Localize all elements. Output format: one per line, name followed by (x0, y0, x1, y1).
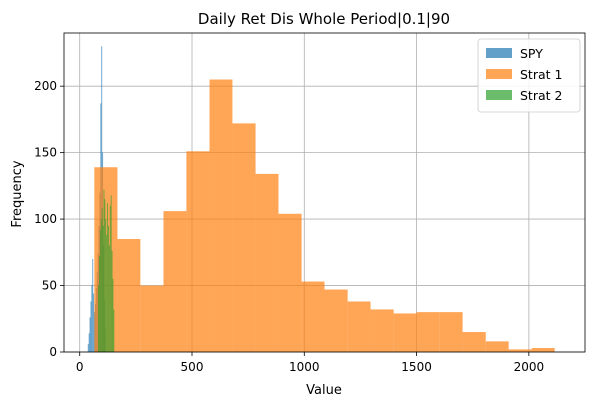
bar-strat-2 (111, 250, 113, 352)
x-tick-label: 500 (181, 360, 204, 374)
x-tick-label: 0 (76, 360, 84, 374)
bar-strat-1 (370, 309, 394, 352)
bar-strat-2 (110, 195, 112, 352)
histogram-bars (87, 46, 555, 353)
x-tick-label: 2000 (514, 360, 545, 374)
bar-strat-1 (209, 79, 233, 352)
bar-spy (89, 317, 91, 352)
bar-strat-1 (347, 301, 371, 352)
legend-swatch-spy (486, 48, 512, 58)
bar-strat-1 (163, 211, 187, 352)
bar-strat-2 (100, 219, 102, 352)
bar-strat-1 (462, 332, 486, 352)
bar-spy (93, 293, 95, 352)
x-tick-label: 1500 (401, 360, 432, 374)
bar-strat-1 (393, 313, 417, 352)
bar-strat-2 (102, 225, 104, 352)
y-axis-label: Frequency (10, 160, 25, 227)
bar-strat-2 (99, 256, 100, 352)
bar-strat-2 (99, 229, 101, 352)
bar-strat-1 (117, 239, 141, 352)
legend-swatch-strat-1 (486, 69, 512, 79)
x-tick-label: 1000 (289, 360, 320, 374)
y-tick-label: 150 (34, 146, 57, 160)
bar-strat-2 (101, 208, 103, 352)
bar-strat-1 (278, 213, 302, 352)
bar-spy (91, 285, 93, 352)
bar-strat-2 (112, 278, 114, 352)
legend: SPY Strat 1 Strat 2 (477, 38, 581, 113)
bar-strat-1 (140, 285, 164, 352)
bar-strat-2 (108, 245, 110, 352)
bar-strat-2 (113, 309, 115, 352)
bar-spy (90, 301, 92, 352)
plot-frame (63, 32, 586, 353)
bar-strat-1 (301, 281, 325, 352)
bar-strat-2 (104, 199, 106, 352)
bar-strat-2 (105, 219, 107, 352)
bar-strat-1 (324, 289, 348, 352)
y-tick-label: 0 (49, 345, 57, 359)
bar-strat-2 (103, 189, 105, 352)
bar-strat-2 (98, 285, 100, 352)
y-tick-label: 100 (34, 212, 57, 226)
y-tick-label: 200 (34, 79, 57, 93)
legend-label-strat-1: Strat 1 (520, 67, 562, 82)
bar-strat-2 (107, 203, 109, 352)
series-strat-1 (94, 79, 555, 352)
bar-strat-2 (108, 225, 109, 352)
bar-strat-1 (255, 173, 279, 352)
bar-spy (92, 258, 94, 352)
bar-strat-1 (508, 349, 532, 352)
x-axis-ticks: 0 500 1000 1500 2000 (76, 352, 544, 374)
bar-strat-1 (439, 312, 463, 352)
legend-swatch-strat-2 (486, 90, 512, 100)
bar-strat-1 (485, 341, 509, 352)
bar-strat-2 (106, 235, 108, 352)
bar-strat-1 (232, 123, 256, 352)
bar-strat-1 (416, 312, 440, 352)
bar-strat-1 (186, 151, 210, 352)
series-strat-2 (98, 189, 115, 352)
y-axis-ticks: 0 50 100 150 200 (34, 79, 64, 359)
chart-title: Daily Ret Dis Whole Period|0.1|90 (198, 10, 450, 28)
bar-spy (88, 333, 90, 352)
bar-strat-2 (109, 205, 111, 352)
bar-strat-1 (531, 348, 555, 352)
legend-label-spy: SPY (520, 46, 543, 61)
bar-spy (87, 344, 89, 352)
x-axis-label: Value (306, 383, 342, 398)
legend-label-strat-2: Strat 2 (520, 88, 562, 103)
y-tick-label: 50 (42, 279, 57, 293)
